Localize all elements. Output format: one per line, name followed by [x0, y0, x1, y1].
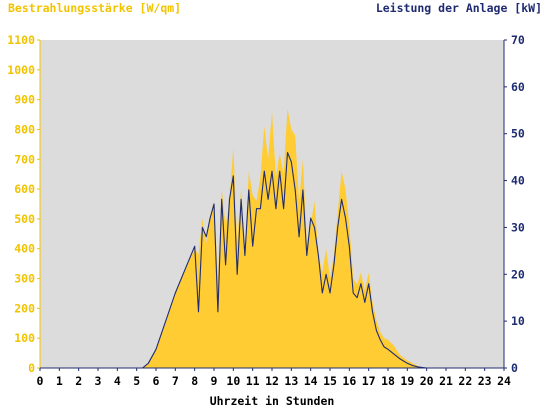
x-axis-tick-label: 13	[284, 374, 298, 388]
left-axis-tick-label: 500	[14, 212, 35, 226]
x-axis-tick-label: 16	[342, 374, 356, 388]
x-axis-tick-label: 15	[323, 374, 337, 388]
x-axis-tick-label: 2	[75, 374, 82, 388]
x-axis-tick-label: 8	[191, 374, 198, 388]
left-axis-title: Bestrahlungsstärke [W/qm]	[8, 1, 182, 15]
x-axis-tick-label: 4	[114, 374, 121, 388]
x-axis-tick-label: 22	[458, 374, 472, 388]
left-axis-tick-label: 0	[28, 361, 35, 375]
right-axis-tick-label: 70	[511, 33, 525, 47]
right-axis-tick-label: 30	[511, 220, 525, 234]
left-axis-tick-label: 700	[14, 152, 35, 166]
x-axis-tick-label: 5	[133, 374, 140, 388]
power-line	[40, 151, 504, 369]
x-axis-tick-label: 7	[172, 374, 179, 388]
x-axis-tick-label: 9	[211, 374, 218, 388]
left-axis-tick-label: 200	[14, 301, 35, 315]
x-axis-tick-label: 12	[265, 374, 279, 388]
x-axis-tick-label: 20	[420, 374, 434, 388]
x-axis-tick-label: 14	[304, 374, 318, 388]
right-axis-tick-label: 60	[511, 80, 525, 94]
x-axis-tick-label: 21	[439, 374, 453, 388]
right-axis-tick-label: 10	[511, 314, 525, 328]
x-axis-tick-label: 3	[95, 374, 102, 388]
left-axis-tick-label: 400	[14, 242, 35, 256]
left-axis-tick-label: 900	[14, 93, 35, 107]
left-axis-tick-label: 300	[14, 272, 35, 286]
x-axis-tick-label: 0	[37, 374, 44, 388]
left-axis-tick-label: 1100	[7, 33, 35, 47]
right-axis-tick-label: 0	[511, 361, 518, 375]
irradiance-area	[40, 108, 504, 368]
x-axis-title: Uhrzeit in Stunden	[210, 394, 335, 408]
x-axis-tick-label: 24	[497, 374, 511, 388]
x-axis-tick-label: 23	[478, 374, 492, 388]
right-axis-tick-label: 50	[511, 127, 525, 141]
x-axis-tick-label: 6	[153, 374, 160, 388]
x-axis-tick-label: 18	[381, 374, 395, 388]
x-axis-tick-label: 1	[56, 374, 63, 388]
x-axis-tick-label: 10	[226, 374, 240, 388]
right-axis-title: Leistung der Anlage [kW]	[375, 1, 542, 15]
left-axis-tick-label: 100	[14, 331, 35, 345]
x-axis-tick-label: 17	[362, 374, 376, 388]
left-axis-tick-label: 800	[14, 122, 35, 136]
right-axis-tick-label: 40	[511, 174, 525, 188]
x-axis-tick-label: 19	[400, 374, 414, 388]
right-axis-tick-label: 20	[511, 267, 525, 281]
left-axis-tick-label: 600	[14, 182, 35, 196]
x-axis-tick-label: 11	[246, 374, 260, 388]
left-axis-tick-label: 1000	[7, 63, 35, 77]
